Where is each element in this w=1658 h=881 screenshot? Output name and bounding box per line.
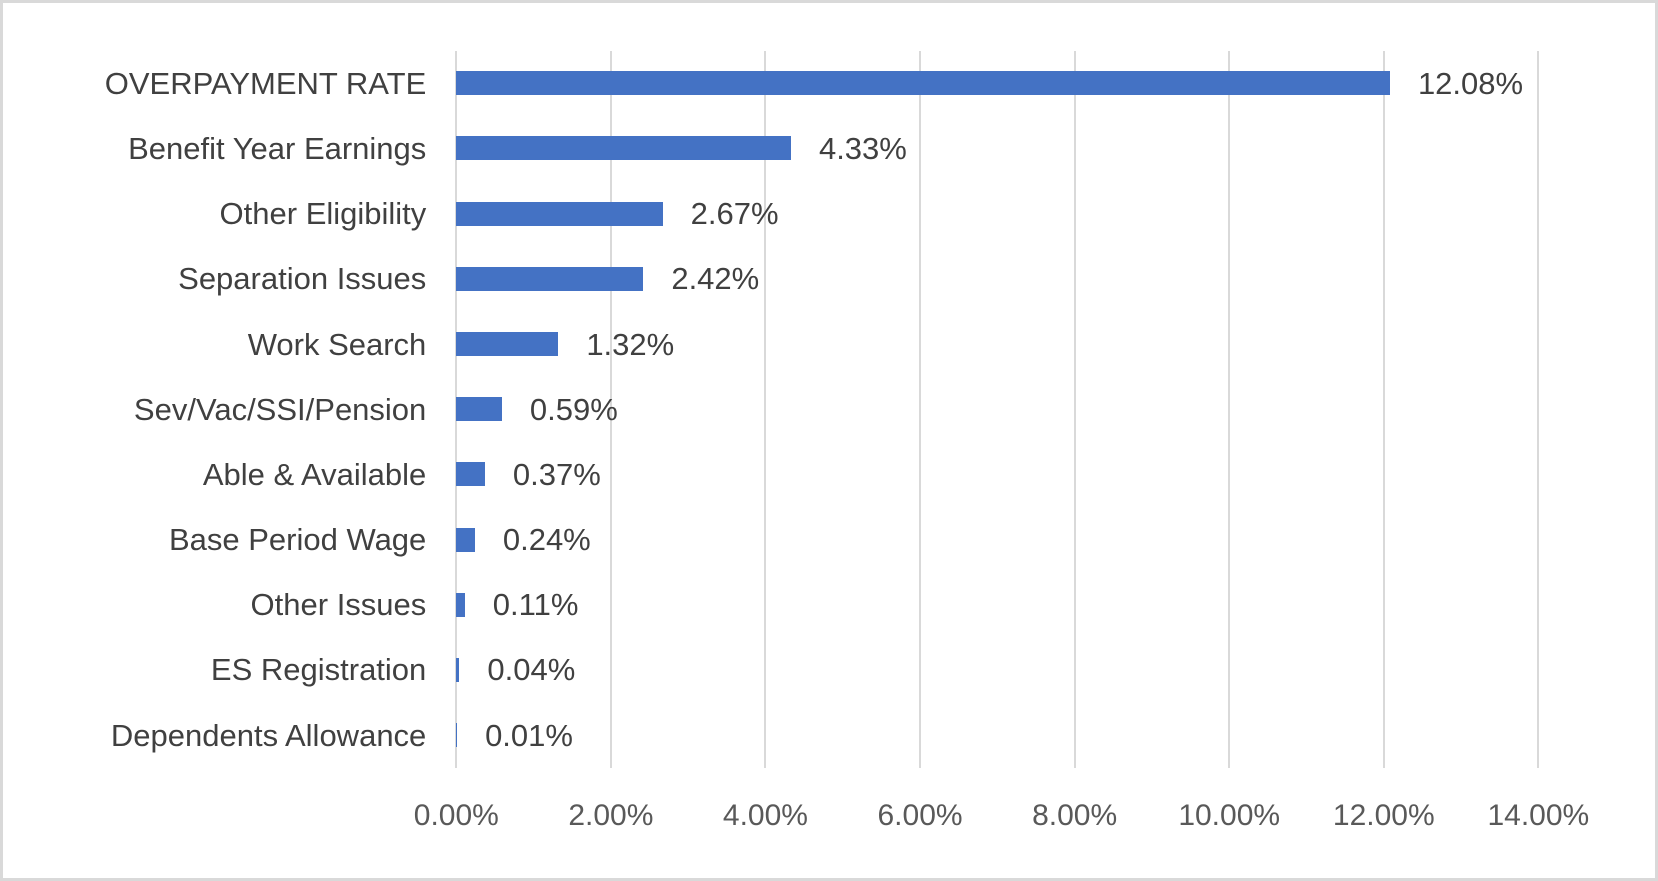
- category-label: ES Registration: [210, 652, 427, 688]
- value-axis-tick-label: 12.00%: [1332, 798, 1435, 832]
- category-label: Other Issues: [250, 587, 427, 623]
- bar-row: 0.59%: [456, 377, 1538, 442]
- gridline: [919, 50, 922, 768]
- value-axis-tick-label: 0.00%: [413, 798, 499, 832]
- value-axis-labels: 0.00% 2.00% 4.00% 6.00% 8.00% 10.00% 12.00% 14.…: [414, 798, 1589, 834]
- bar: [456, 266, 644, 291]
- gridline: [764, 50, 767, 768]
- bar: [456, 527, 475, 552]
- bar-row: 0.01%: [456, 703, 1538, 768]
- category-label: Benefit Year Earnings: [128, 130, 427, 166]
- data-label: 2.67%: [690, 196, 779, 232]
- bar: [456, 397, 502, 422]
- gridline: [1073, 50, 1076, 768]
- data-label: 4.33%: [818, 130, 907, 166]
- value-axis-tick-label: 14.00%: [1487, 798, 1590, 832]
- data-label: 12.08%: [1417, 65, 1524, 101]
- bar-row: 12.08%: [456, 51, 1538, 116]
- data-label: 0.04%: [487, 652, 576, 688]
- gridline: [609, 50, 612, 768]
- category-label: Dependents Allowance: [110, 717, 427, 753]
- data-label: 0.37%: [512, 456, 601, 492]
- gridline: [1228, 50, 1231, 768]
- data-label: 1.32%: [586, 326, 675, 362]
- category-label: Sev/Vac/SSI/Pension: [133, 391, 427, 427]
- value-axis-tick-label: 10.00%: [1178, 798, 1281, 832]
- value-axis-tick-label: 4.00%: [722, 798, 808, 832]
- category-label: Work Search: [247, 326, 427, 362]
- category-label: Other Eligibility: [219, 196, 427, 232]
- bar-row: 0.37%: [456, 442, 1538, 507]
- bar-row: 2.42%: [456, 246, 1538, 311]
- category-axis-labels: OVERPAYMENT RATE Benefit Year Earnings Oth…: [3, 51, 456, 768]
- gridline: [1382, 50, 1385, 768]
- bar-series: 12.08% 4.33% 2.67% 2.42% 1.32% 0.59% 0.37% 0.24…: [456, 51, 1538, 768]
- bar: [456, 332, 559, 357]
- bar-row: 0.04%: [456, 637, 1538, 702]
- bar: [456, 592, 465, 617]
- data-label: 0.24%: [502, 522, 591, 558]
- bar: [456, 462, 485, 487]
- bar-row: 0.11%: [456, 572, 1538, 637]
- bar: [456, 657, 460, 682]
- category-label: Able & Available: [202, 456, 427, 492]
- data-label: 2.42%: [671, 261, 760, 297]
- value-axis-tick-label: 2.00%: [568, 798, 654, 832]
- bar-row: 4.33%: [456, 116, 1538, 181]
- data-label: 0.11%: [492, 587, 579, 623]
- bar-row: 0.24%: [456, 507, 1538, 572]
- plot-area: 12.08% 4.33% 2.67% 2.42% 1.32% 0.59% 0.37% 0.24…: [455, 50, 1540, 768]
- category-label: Separation Issues: [178, 261, 427, 297]
- bar: [456, 136, 791, 161]
- value-axis-tick-label: 8.00%: [1032, 798, 1118, 832]
- bar-row: 1.32%: [456, 311, 1538, 376]
- value-axis-tick-label: 6.00%: [877, 798, 963, 832]
- data-label: 0.01%: [485, 717, 573, 753]
- data-label: 0.59%: [529, 391, 618, 427]
- bar: [456, 201, 663, 226]
- gridline: [1537, 50, 1540, 768]
- category-label: Base Period Wage: [168, 522, 427, 558]
- bar-row: 2.67%: [456, 181, 1538, 246]
- bar: [456, 71, 1390, 96]
- bar: [456, 723, 458, 748]
- category-label: OVERPAYMENT RATE: [104, 65, 427, 101]
